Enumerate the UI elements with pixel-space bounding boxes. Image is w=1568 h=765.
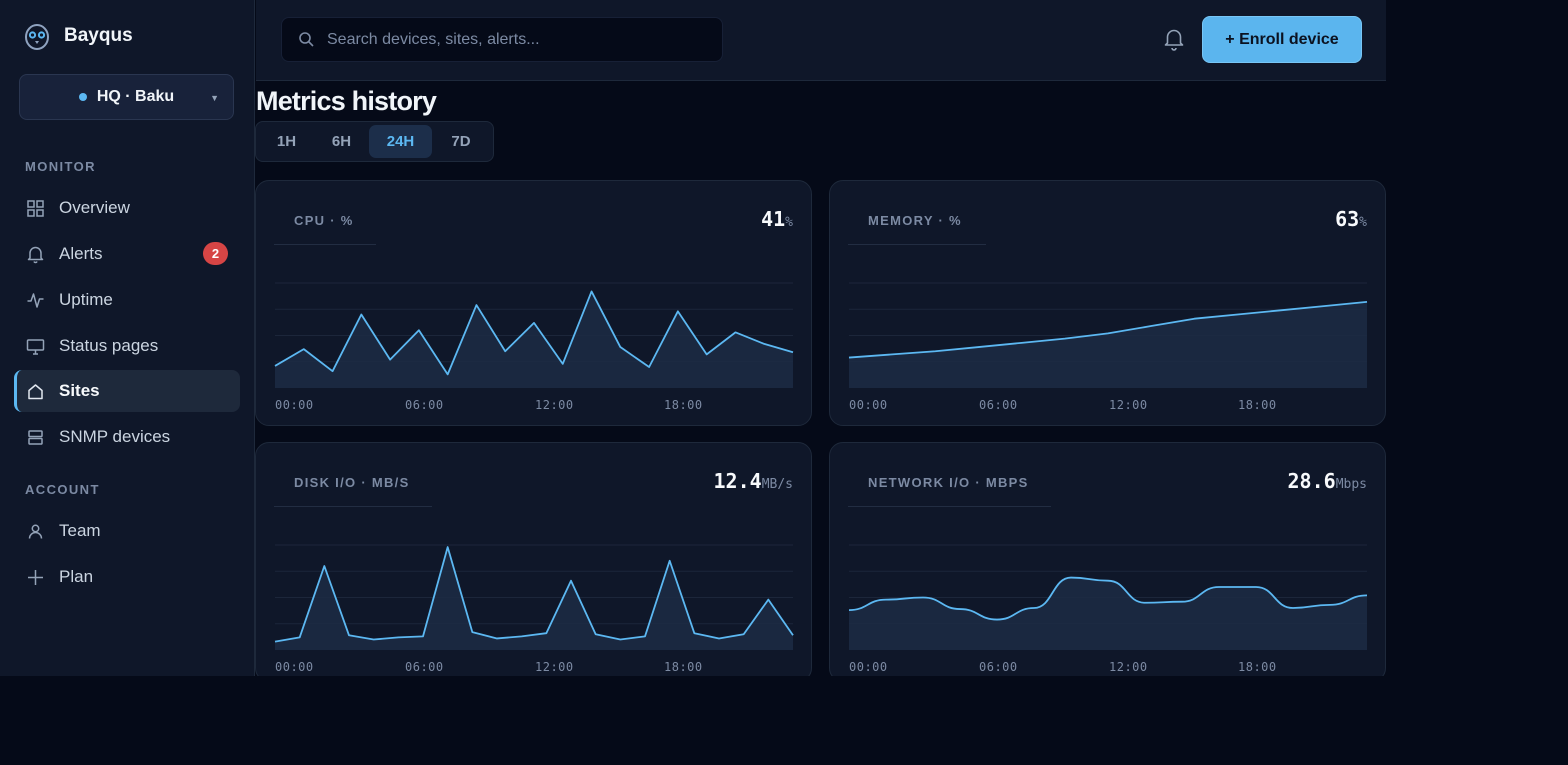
sidebar-item-status-pages[interactable]: Status pages (14, 325, 240, 367)
current-value-unit: % (785, 215, 793, 230)
page-title: Metrics history (256, 86, 437, 116)
time-range-tabs: 1H 6H 24H 7D (255, 121, 494, 162)
series-area (849, 577, 1367, 650)
memory-chart-card: MEMORY · % 63% 00:00 06:00 12:00 18:00 (829, 180, 1386, 426)
chart-title: MEMORY · % (848, 213, 986, 245)
sidebar: Bayqus HQ · Baku ▼ MONITOR Overview Aler… (0, 0, 255, 676)
x-tick-label: 00:00 (849, 660, 888, 674)
range-tab-1h[interactable]: 1H (276, 133, 297, 150)
chart-title: DISK I/O · MB/S (274, 475, 432, 507)
chart-current-value: 28.6Mbps (1288, 469, 1367, 493)
x-tick-label: 00:00 (849, 398, 888, 412)
x-tick-label: 12:00 (1109, 660, 1148, 674)
chart-current-value: 12.4MB/s (714, 469, 793, 493)
alerts-count-badge: 2 (203, 242, 228, 265)
disk-io-chart: 00:00 06:00 12:00 18:00 (274, 544, 794, 674)
range-tab-7d[interactable]: 7D (451, 133, 471, 150)
range-tab-6h[interactable]: 6H (331, 133, 352, 150)
brand-name: Bayqus (64, 25, 133, 46)
user-icon (26, 522, 45, 541)
notifications-bell-icon[interactable] (1163, 27, 1185, 51)
x-tick-label: 06:00 (405, 660, 444, 674)
x-tick-label: 12:00 (535, 398, 574, 412)
x-tick-label: 18:00 (1238, 660, 1277, 674)
series-area (849, 301, 1367, 388)
memory-chart: 00:00 06:00 12:00 18:00 (848, 282, 1368, 412)
x-tick-label: 06:00 (979, 660, 1018, 674)
sidebar-item-overview[interactable]: Overview (14, 187, 240, 229)
series-line (274, 290, 794, 376)
chart-current-value: 41% (761, 207, 793, 231)
chart-title: NETWORK I/O · MBPS (848, 475, 1051, 507)
pulse-icon (26, 291, 45, 310)
grid-icon (26, 199, 45, 218)
x-tick-label: 12:00 (1109, 398, 1148, 412)
sidebar-item-label: Alerts (59, 244, 103, 263)
home-icon (26, 382, 45, 401)
sidebar-item-uptime[interactable]: Uptime (14, 279, 240, 321)
sidebar-item-plan[interactable]: Plan (14, 556, 240, 598)
series-line (848, 576, 1368, 621)
bell-icon (26, 245, 45, 264)
site-label: HQ · Baku (96, 88, 175, 105)
x-tick-label: 18:00 (664, 660, 703, 674)
chart-current-value: 63% (1335, 207, 1367, 231)
page-footer-background (0, 676, 1568, 765)
sidebar-item-label: Uptime (59, 290, 113, 309)
series-area (275, 291, 793, 388)
chart-title: CPU · % (274, 213, 376, 245)
current-value-number: 28.6 (1287, 469, 1336, 493)
sidebar-item-sites[interactable]: Sites (14, 370, 240, 412)
series-line (848, 301, 1368, 359)
network-io-chart-card: NETWORK I/O · MBPS 28.6Mbps 00:00 06:00 12… (829, 442, 1386, 682)
sidebar-item-label: SNMP devices (59, 427, 171, 446)
search-input[interactable] (327, 30, 707, 49)
section-label-monitor: MONITOR (25, 159, 96, 174)
topbar: + Enroll device (256, 0, 1386, 81)
current-value-number: 12.4 (713, 469, 762, 493)
network-io-chart: 00:00 06:00 12:00 18:00 (848, 544, 1368, 674)
current-value-unit: MB/s (761, 477, 793, 492)
sidebar-item-snmp-devices[interactable]: SNMP devices (14, 416, 240, 458)
owl-logo-icon (25, 24, 49, 50)
enroll-device-button[interactable]: + Enroll device (1202, 16, 1362, 63)
sidebar-item-team[interactable]: Team (14, 510, 240, 552)
range-tab-24h[interactable]: 24H (369, 125, 432, 158)
sidebar-item-label: Overview (59, 198, 130, 217)
plus-icon (26, 568, 45, 587)
section-label-account: ACCOUNT (25, 482, 100, 497)
current-value-unit: Mbps (1335, 477, 1367, 492)
cpu-chart-card: CPU · % 41% 00:00 06:00 12:00 18:00 (255, 180, 812, 426)
x-tick-label: 18:00 (664, 398, 703, 412)
series-area (275, 547, 793, 650)
x-tick-label: 06:00 (979, 398, 1018, 412)
site-status-dot (78, 93, 87, 101)
series-line (274, 546, 794, 643)
search-icon (299, 32, 314, 47)
sidebar-item-alerts[interactable]: Alerts 2 (14, 233, 240, 275)
sidebar-item-label: Sites (59, 381, 100, 400)
current-value-number: 41 (761, 207, 786, 231)
current-value-unit: % (1359, 215, 1367, 230)
x-tick-label: 12:00 (535, 660, 574, 674)
chevron-down-icon: ▼ (210, 93, 219, 103)
monitor-icon (26, 337, 45, 356)
x-tick-label: 00:00 (275, 660, 314, 674)
sidebar-item-label: Plan (59, 567, 94, 586)
sidebar-item-label: Status pages (59, 336, 159, 355)
x-tick-label: 06:00 (405, 398, 444, 412)
cpu-chart: 00:00 06:00 12:00 18:00 (274, 282, 794, 412)
search-box[interactable] (281, 17, 723, 62)
current-value-number: 63 (1335, 207, 1360, 231)
site-selector[interactable]: HQ · Baku ▼ (19, 74, 234, 120)
x-tick-label: 00:00 (275, 398, 314, 412)
sidebar-item-label: Team (59, 521, 101, 540)
disk-io-chart-card: DISK I/O · MB/S 12.4MB/s 00:00 06:00 12:00… (255, 442, 812, 682)
server-icon (26, 428, 45, 447)
brand[interactable]: Bayqus (24, 22, 133, 50)
x-tick-label: 18:00 (1238, 398, 1277, 412)
